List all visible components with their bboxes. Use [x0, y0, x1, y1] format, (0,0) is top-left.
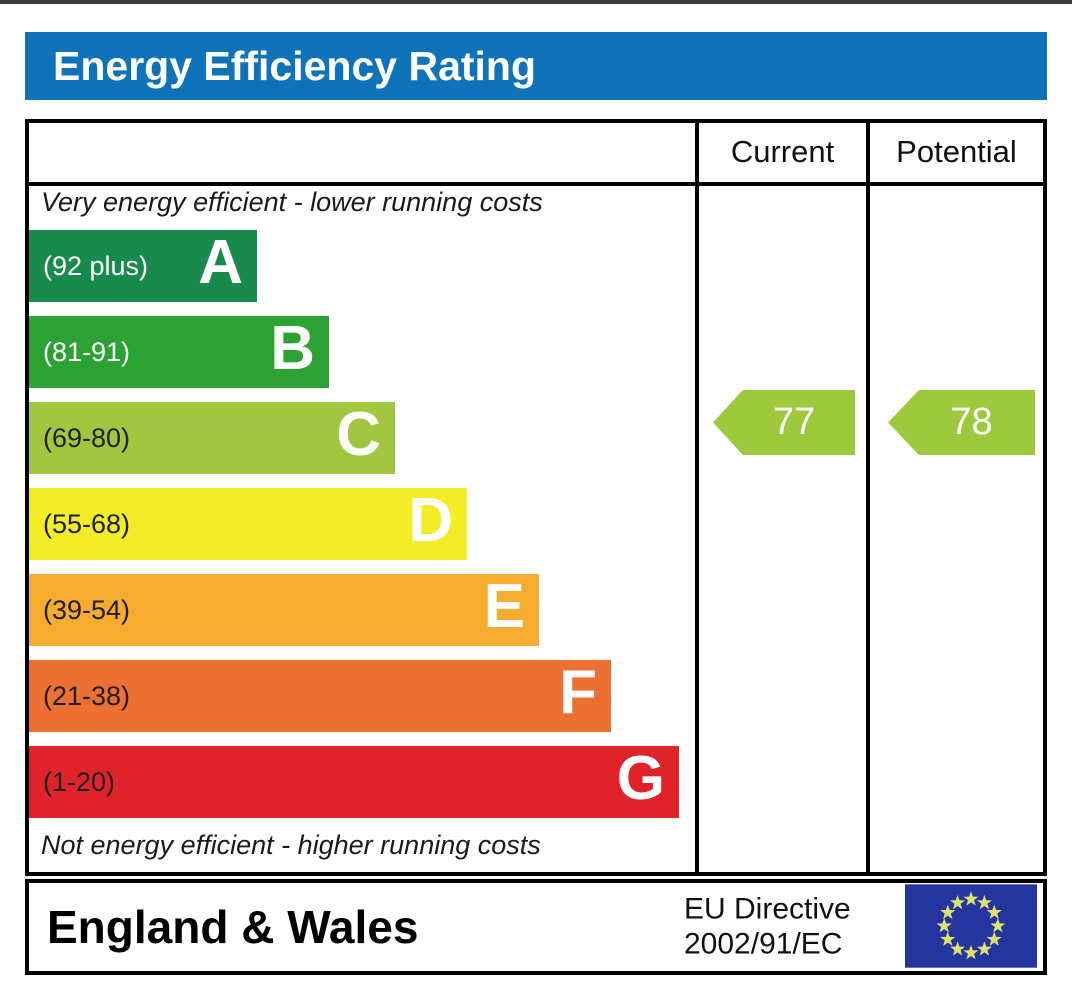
band-row-f: (21-38) F [29, 660, 611, 732]
band-letter: D [408, 486, 453, 555]
eu-flag [905, 884, 1037, 968]
band-range-label: (81-91) [43, 336, 131, 367]
band-row-b: (81-91) B [29, 316, 329, 388]
top-note: Very energy efficient - lower running co… [41, 187, 543, 217]
column-divider-right [866, 123, 870, 872]
band-letter: G [616, 744, 665, 813]
band-range-label: (39-54) [43, 594, 131, 625]
potential-rating-value: 78 [950, 401, 993, 443]
band-range-label: (69-80) [43, 422, 131, 453]
region-label: England & Wales [47, 901, 419, 953]
current-column-header: Current [730, 134, 835, 169]
potential-column-header: Potential [896, 134, 1017, 169]
band-row-d: (55-68) D [29, 488, 467, 560]
chart-title: Energy Efficiency Rating [53, 42, 537, 89]
footer-bar: England & Wales EU Directive 2002/91/EC [25, 879, 1047, 975]
band-range-label: (21-38) [43, 680, 131, 711]
bottom-note: Not energy efficient - higher running co… [41, 830, 541, 860]
top-edge-line [0, 0, 1072, 4]
eu-directive-line1: EU Directive [684, 892, 851, 926]
band-row-a: (92 plus) A [29, 230, 257, 302]
current-rating-value: 77 [772, 401, 816, 443]
band-letter: C [336, 400, 381, 469]
band-range-label: (92 plus) [43, 250, 149, 281]
band-range-label: (1-20) [43, 766, 116, 797]
band-range-label: (55-68) [43, 508, 131, 539]
band-row-c: (69-80) C [29, 402, 395, 474]
potential-rating-arrow: 78 [888, 390, 1035, 455]
chart-title-bar: Energy Efficiency Rating [25, 32, 1047, 100]
eu-directive-line2: 2002/91/EC [684, 928, 843, 961]
band-row-g: (1-20) G [29, 746, 679, 818]
band-letter: F [559, 658, 597, 727]
band-letter: E [483, 572, 525, 641]
current-rating-arrow: 77 [713, 390, 855, 455]
band-letter: A [198, 228, 243, 297]
band-row-e: (39-54) E [29, 574, 539, 646]
table-header-row: Current Potential [29, 123, 1043, 186]
column-divider-left [695, 123, 699, 872]
rating-table: Current Potential Very energy efficient … [25, 119, 1047, 876]
eu-directive-label: EU Directive 2002/91/EC [684, 892, 851, 963]
band-letter: B [270, 314, 315, 383]
